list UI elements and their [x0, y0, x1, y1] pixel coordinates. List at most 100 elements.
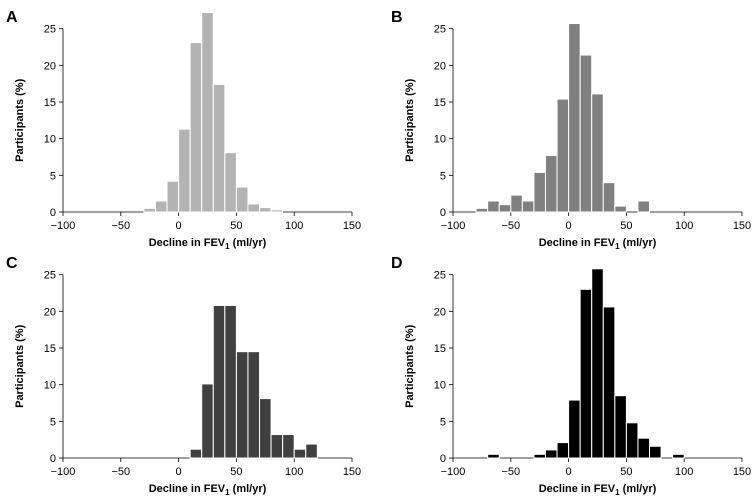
- x-tick-label: 100: [285, 466, 303, 478]
- histogram-bar: [189, 448, 203, 459]
- histogram-bar: [672, 453, 685, 459]
- y-tick-label: 25: [44, 24, 56, 36]
- x-tick-label: −50: [111, 220, 130, 232]
- histogram-bar: [487, 453, 500, 459]
- y-tick-label: 15: [434, 343, 446, 355]
- histogram-bar: [487, 200, 500, 213]
- x-tick-label: 150: [343, 220, 361, 232]
- histogram-bar: [212, 304, 226, 459]
- histogram-bar: [259, 398, 272, 459]
- histogram-bar: [556, 98, 570, 213]
- histogram-bar: [189, 42, 203, 213]
- panel-label: D: [391, 255, 403, 272]
- y-tick-label: 25: [44, 270, 56, 282]
- histogram-bar: [201, 383, 214, 459]
- histogram-bar: [154, 200, 168, 213]
- y-tick-label: 15: [44, 97, 56, 109]
- histogram-bar: [637, 200, 651, 213]
- y-tick-label: 0: [50, 453, 56, 465]
- x-tick-label: 150: [343, 466, 361, 478]
- y-tick-label: 10: [434, 380, 446, 392]
- y-tick-label: 0: [50, 207, 56, 219]
- histogram-bar: [235, 186, 249, 213]
- histogram-bar: [475, 207, 489, 213]
- x-axis-label-subscript: 1: [225, 488, 230, 497]
- histogram-bar: [637, 437, 651, 459]
- histogram-bar: [591, 93, 604, 213]
- histogram-bar: [625, 422, 639, 459]
- histogram-bar: [247, 203, 261, 213]
- x-axis-label-main: Decline in FEV: [149, 483, 226, 495]
- y-tick-label: 5: [50, 416, 56, 428]
- x-tick-label: 0: [566, 466, 572, 478]
- y-tick-label: 15: [44, 343, 56, 355]
- histogram-bar: [568, 399, 581, 459]
- x-axis-label-subscript: 1: [615, 242, 620, 251]
- x-tick-label: −100: [51, 466, 76, 478]
- histogram-bar: [579, 288, 593, 459]
- x-tick-label: 0: [176, 220, 182, 232]
- panel-d: D 0 5 10 15 20 25 −100 −50 0 50 100 150 Decline in FE…: [391, 255, 751, 497]
- histogram-bar: [498, 204, 512, 213]
- x-tick-label: 0: [176, 466, 182, 478]
- histogram-bar: [591, 268, 604, 459]
- x-axis-label-units: (ml/yr): [230, 237, 267, 249]
- x-tick-label: 50: [230, 466, 242, 478]
- panel-a: A 0 5 10 15 20 25 −100 −50 0 50 100 150 Decline in FE…: [6, 9, 361, 251]
- x-axis-label-units: (ml/yr): [230, 483, 267, 495]
- y-tick-label: 15: [434, 97, 446, 109]
- x-axis-label-units: (ml/yr): [620, 237, 657, 249]
- y-tick-label: 5: [50, 170, 56, 182]
- histogram-bar: [305, 443, 318, 459]
- panel-b: B 0 5 10 15 20 25 −100 −50 0 50 100 150 Decline in FE…: [391, 9, 751, 251]
- histogram-bar: [568, 23, 581, 213]
- x-tick-label: 100: [285, 220, 303, 232]
- histogram-bar: [235, 351, 249, 459]
- histogram-bar: [602, 306, 616, 459]
- x-tick-label: 50: [620, 466, 632, 478]
- x-tick-label: −100: [441, 220, 466, 232]
- x-axis-label: Decline in FEV1 (ml/yr): [149, 237, 267, 251]
- y-tick-label: 20: [434, 60, 446, 72]
- y-tick-label: 0: [440, 207, 446, 219]
- x-axis-label-main: Decline in FEV: [539, 483, 616, 495]
- x-tick-label: 150: [733, 220, 751, 232]
- x-axis-label: Decline in FEV1 (ml/yr): [539, 483, 657, 497]
- panel-label: A: [6, 9, 18, 26]
- y-tick-label: 20: [44, 60, 56, 72]
- histogram-bar: [270, 434, 284, 459]
- histogram-bar: [544, 449, 558, 459]
- y-tick-label: 20: [434, 306, 446, 318]
- y-tick-label: 25: [434, 270, 446, 282]
- histogram-bar: [544, 155, 558, 213]
- x-axis-label-units: (ml/yr): [620, 483, 657, 495]
- x-tick-label: −50: [501, 220, 520, 232]
- y-tick-label: 5: [440, 170, 446, 182]
- x-axis-label-subscript: 1: [225, 242, 230, 251]
- y-tick-label: 10: [44, 380, 56, 392]
- histogram-bar: [614, 395, 627, 459]
- histogram-bar: [614, 205, 627, 213]
- panel-c: C 0 5 10 15 20 25 −100 −50 0 50 100 150 Decline in FE…: [6, 255, 361, 497]
- x-tick-label: 150: [733, 466, 751, 478]
- y-tick-label: 20: [44, 306, 56, 318]
- y-tick-label: 5: [440, 416, 446, 428]
- histogram-bar: [224, 304, 237, 459]
- histogram-bar: [293, 448, 307, 459]
- histogram-bar: [143, 207, 156, 213]
- histogram-bar: [533, 453, 546, 459]
- histogram-bar: [649, 445, 662, 459]
- x-axis-label-subscript: 1: [615, 488, 620, 497]
- histogram-bar: [602, 182, 616, 213]
- histogram-bar: [166, 180, 180, 213]
- histogram-bar: [521, 200, 535, 213]
- x-tick-label: 0: [566, 220, 572, 232]
- histogram-bar: [201, 12, 214, 213]
- y-tick-label: 25: [434, 24, 446, 36]
- y-tick-label: 10: [434, 134, 446, 146]
- y-tick-label: 0: [440, 453, 446, 465]
- y-axis-label: Participants (%): [14, 78, 26, 161]
- x-tick-label: 100: [675, 466, 693, 478]
- histogram-bar: [533, 171, 546, 213]
- histogram-bar: [212, 83, 226, 213]
